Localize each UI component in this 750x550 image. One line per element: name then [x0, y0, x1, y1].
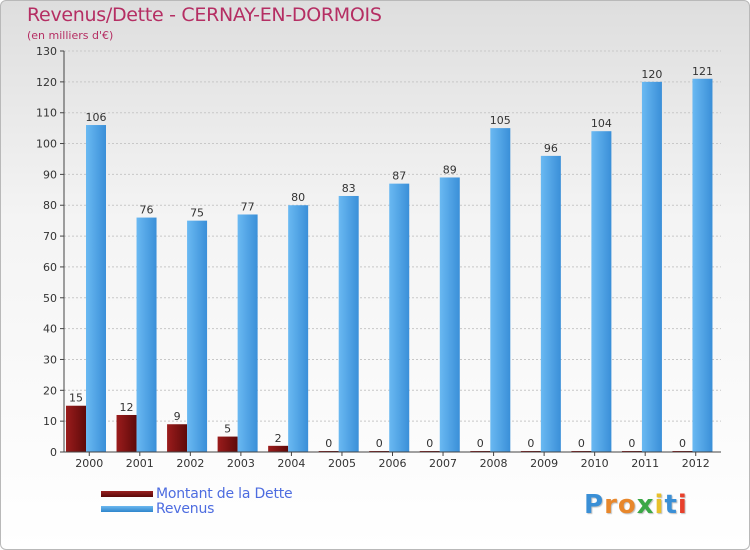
- x-tick-label: 2007: [429, 457, 457, 470]
- label-dette-2000: 15: [69, 392, 83, 405]
- label-revenus-2003: 77: [241, 200, 255, 213]
- label-dette-2005: 0: [325, 437, 332, 450]
- proxiti-logo: Proxiti: [584, 490, 688, 520]
- bar-revenus-2004: [288, 205, 309, 452]
- bar-revenus-2011: [641, 81, 662, 452]
- label-dette-2003: 5: [224, 423, 231, 436]
- x-tick-label: 2008: [480, 457, 508, 470]
- label-revenus-2007: 89: [443, 163, 457, 176]
- logo-letter: o: [617, 490, 637, 520]
- label-revenus-2001: 76: [140, 204, 154, 217]
- label-dette-2010: 0: [578, 437, 585, 450]
- bar-revenus-2000: [86, 125, 106, 453]
- label-revenus-2006: 87: [392, 170, 406, 183]
- y-tick-label: 110: [36, 107, 57, 120]
- x-tick-label: 2006: [379, 457, 407, 470]
- x-tick-label: 2002: [176, 457, 204, 470]
- label-revenus-2002: 75: [190, 207, 204, 220]
- label-revenus-2009: 96: [544, 142, 558, 155]
- label-dette-2004: 2: [275, 432, 282, 445]
- logo-letter: t: [664, 490, 678, 520]
- bar-dette-2001: [116, 414, 137, 452]
- y-tick-label: 0: [50, 446, 57, 459]
- logo-letter: r: [604, 490, 618, 520]
- label-revenus-2012: 121: [692, 65, 713, 78]
- label-dette-2007: 0: [426, 437, 433, 450]
- logo-letter: i: [677, 490, 688, 520]
- bar-revenus-2010: [591, 131, 612, 452]
- x-tick-label: 2001: [126, 457, 154, 470]
- bar-revenus-2001: [136, 217, 157, 452]
- y-tick-label: 70: [43, 230, 57, 243]
- y-tick-label: 80: [43, 199, 57, 212]
- y-tick-label: 40: [43, 323, 57, 336]
- label-revenus-2008: 105: [490, 114, 511, 127]
- y-tick-label: 130: [36, 45, 57, 58]
- bar-revenus-2009: [540, 155, 561, 452]
- bar-dette-2004: [268, 445, 289, 452]
- label-dette-2009: 0: [527, 437, 534, 450]
- logo-letter: P: [584, 490, 605, 520]
- x-tick-label: 2011: [631, 457, 659, 470]
- bar-revenus-2006: [389, 183, 410, 452]
- bar-revenus-2003: [237, 214, 258, 452]
- label-dette-2012: 0: [679, 437, 686, 450]
- y-tick-label: 100: [36, 138, 57, 151]
- legend-swatch-revenus: [101, 506, 153, 512]
- y-tick-label: 120: [36, 76, 57, 89]
- bar-revenus-2007: [439, 177, 460, 452]
- logo-letter: x: [636, 490, 655, 520]
- legend-label-dette: Montant de la Dette: [156, 486, 293, 502]
- bar-dette-2003: [217, 436, 238, 452]
- label-revenus-2011: 120: [641, 68, 662, 81]
- y-tick-label: 20: [43, 384, 57, 397]
- label-revenus-2005: 83: [342, 182, 356, 195]
- bar-revenus-2005: [338, 195, 359, 452]
- y-tick-label: 60: [43, 261, 57, 274]
- label-revenus-2000: 106: [86, 111, 107, 124]
- bar-revenus-2008: [490, 128, 511, 452]
- x-tick-label: 2003: [227, 457, 255, 470]
- x-tick-label: 2005: [328, 457, 356, 470]
- label-dette-2011: 0: [628, 437, 635, 450]
- bar-dette-2002: [167, 424, 188, 452]
- label-dette-2001: 12: [120, 401, 134, 414]
- y-tick-label: 10: [43, 415, 57, 428]
- x-tick-label: 2004: [277, 457, 305, 470]
- y-tick-label: 30: [43, 353, 57, 366]
- y-tick-label: 90: [43, 168, 57, 181]
- legend-label-revenus: Revenus: [156, 501, 215, 517]
- y-tick-label: 50: [43, 292, 57, 305]
- bar-revenus-2002: [187, 220, 208, 452]
- label-revenus-2010: 104: [591, 117, 612, 130]
- bar-revenus-2012: [692, 78, 713, 452]
- x-tick-label: 2012: [682, 457, 710, 470]
- label-dette-2006: 0: [376, 437, 383, 450]
- chart-title: Revenus/Dette - CERNAY-EN-DORMOIS: [27, 4, 382, 26]
- x-tick-label: 2000: [75, 457, 103, 470]
- logo-letter: i: [654, 490, 665, 520]
- legend-swatch-dette: [101, 491, 153, 497]
- label-dette-2008: 0: [477, 437, 484, 450]
- bar-dette-2000: [66, 405, 86, 452]
- x-tick-label: 2010: [581, 457, 609, 470]
- x-tick-label: 2009: [530, 457, 558, 470]
- label-dette-2002: 9: [174, 410, 181, 423]
- chart-subtitle: (en milliers d'€): [27, 29, 114, 42]
- label-revenus-2004: 80: [291, 191, 305, 204]
